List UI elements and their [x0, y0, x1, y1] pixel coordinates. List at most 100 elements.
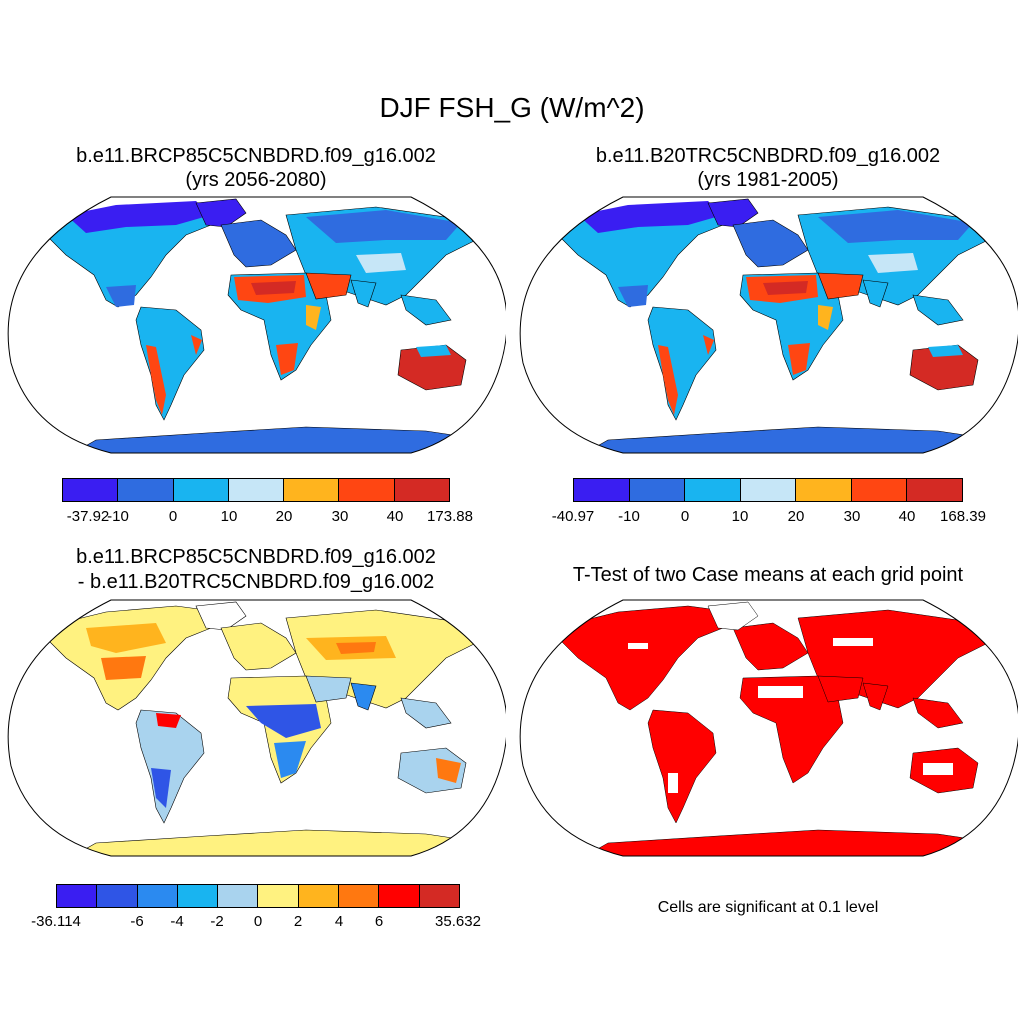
south-america [135, 306, 205, 421]
south-america [647, 709, 717, 824]
colorbar-swatch [339, 885, 380, 907]
sa-south [151, 768, 171, 808]
colorbar-swatch [851, 479, 908, 501]
panel2-title-line2: (yrs 1981-2005) [697, 169, 839, 191]
colorbar-swatch [796, 479, 852, 501]
arctic-canada [578, 201, 723, 233]
arabia [817, 272, 864, 300]
greenland [195, 601, 247, 631]
colorbar-swatch [173, 479, 229, 501]
colorbar-label: 0 [253, 913, 263, 930]
colorbar-swatch [379, 885, 420, 907]
panel3-colorbar [56, 884, 460, 908]
colorbar-swatch [118, 479, 174, 501]
south-america [647, 306, 717, 421]
colorbar-swatch [228, 479, 285, 501]
us-south [106, 285, 136, 307]
se-asia [400, 294, 452, 326]
colorbar-label: 40 [386, 508, 404, 525]
greenland [707, 198, 759, 228]
colorbar-swatch [258, 885, 299, 907]
australia-north [928, 345, 963, 357]
southern-africa [276, 343, 298, 375]
colorbar-label: 4 [334, 913, 344, 930]
colorbar-swatch [339, 479, 395, 501]
panel1-colorbar [62, 478, 450, 502]
colorbar-label: -6 [130, 913, 144, 930]
horn-africa [306, 305, 321, 330]
africa-south [274, 741, 306, 778]
colorbar-label: 0 [168, 508, 178, 525]
india [350, 279, 377, 308]
colorbar-swatch [298, 885, 340, 907]
siberia [306, 210, 461, 243]
panel3-title-line1: b.e11.BRCP85C5CNBDRD.f09_g16.002 [76, 546, 436, 568]
colorbar-swatch [907, 479, 963, 501]
arabia [817, 675, 864, 703]
colorbar-label: -37.92 [66, 508, 110, 525]
colorbar-swatch [218, 885, 259, 907]
greenland [707, 601, 759, 631]
colorbar-swatch [685, 479, 741, 501]
colorbar-label: 168.39 [940, 508, 986, 525]
colorbar-label: 10 [731, 508, 749, 525]
colorbar-swatch [57, 885, 98, 907]
colorbar-swatch [574, 479, 630, 501]
colorbar-swatch [284, 479, 340, 501]
colorbar-swatch [740, 479, 797, 501]
tibet [868, 253, 918, 273]
horn-africa [818, 305, 833, 330]
panel2-map [519, 196, 1018, 454]
europe [220, 622, 297, 671]
colorbar-label: 30 [843, 508, 861, 525]
colorbar-swatch [394, 479, 449, 501]
colorbar-label: 20 [787, 508, 805, 525]
arctic-canada [66, 201, 211, 233]
southern-africa [788, 343, 810, 375]
europe [220, 219, 297, 268]
panel3-title-line2: - b.e11.B20TRC5CNBDRD.f09_g16.002 [77, 571, 435, 593]
tibet [356, 253, 406, 273]
colorbar-label: 40 [898, 508, 916, 525]
colorbar-swatch [629, 479, 686, 501]
europe [732, 219, 809, 268]
arabia [305, 675, 352, 703]
africa-central [246, 704, 321, 738]
colorbar-swatch [63, 479, 119, 501]
panel4-title: T-Test of two Case means at each grid po… [572, 564, 964, 586]
colorbar-swatch [97, 885, 138, 907]
arabia [305, 272, 352, 300]
colorbar-label: 30 [331, 508, 349, 525]
colorbar-swatch [419, 885, 459, 907]
brazil-east [703, 335, 714, 355]
colorbar-label: -2 [210, 913, 224, 930]
se-asia [912, 294, 964, 326]
se-asia [400, 697, 452, 729]
sa-north [156, 713, 181, 728]
sahara-core [251, 281, 296, 295]
colorbar-label: -10 [618, 508, 640, 525]
colorbar-label: 20 [275, 508, 293, 525]
na-boreal [86, 623, 166, 653]
insignificant-patch [628, 643, 648, 649]
south-america [135, 709, 205, 824]
colorbar-label: 6 [374, 913, 384, 930]
australia-north [416, 345, 451, 357]
india [350, 682, 377, 711]
panel1-title-line2: (yrs 2056-2080) [185, 169, 327, 191]
panel2-title-line1: b.e11.B20TRC5CNBDRD.f09_g16.002 [595, 145, 941, 167]
insignificant-patch [758, 686, 803, 698]
colorbar-swatch [137, 885, 178, 907]
sa-andes [658, 345, 678, 415]
panel1-map [7, 196, 506, 454]
significance-note: Cells are significant at 0.1 level [657, 899, 879, 916]
asia-hotspot [336, 642, 376, 654]
siberia [818, 210, 973, 243]
colorbar-label: 0 [680, 508, 690, 525]
greenland [195, 198, 247, 228]
panel3-map [7, 599, 506, 857]
insignificant-patch [833, 638, 873, 646]
brazil-east [191, 335, 202, 355]
colorbar-label: -40.97 [551, 508, 595, 525]
se-asia [912, 697, 964, 729]
